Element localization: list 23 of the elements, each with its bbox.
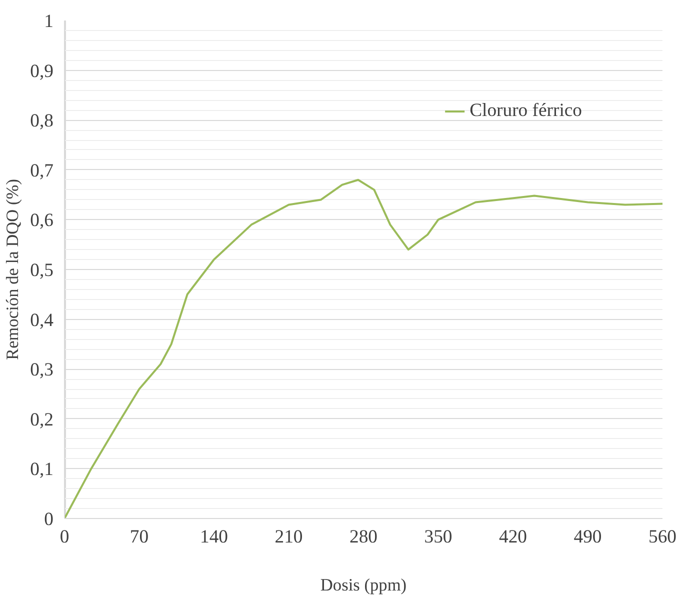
y-tick-label: 0,6 (30, 210, 54, 232)
x-tick-label: 70 (130, 526, 149, 548)
x-tick-label: 280 (350, 526, 378, 548)
y-tick-label: 0,9 (30, 60, 54, 82)
x-tick-label: 140 (200, 526, 228, 548)
y-tick-label: 0,3 (30, 360, 54, 381)
legend-label: Cloruro férrico (470, 100, 582, 122)
y-tick-label: 0,5 (30, 260, 54, 281)
x-axis-title: Dosis (ppm) (320, 576, 407, 594)
y-tick-label: 0,8 (30, 110, 54, 132)
y-axis-title: Remoción de la DQO (%) (3, 178, 22, 360)
y-tick-label: 0,4 (30, 310, 54, 331)
x-tick-label: 210 (274, 526, 303, 548)
y-tick-label: 0,2 (30, 409, 54, 430)
x-tick-label: 420 (499, 526, 527, 548)
x-tick-label: 560 (648, 526, 676, 548)
x-tick-label: 350 (424, 526, 452, 548)
x-tick-label: 0 (60, 526, 70, 548)
y-tick-label: 1 (44, 11, 54, 32)
x-tick-label: 490 (574, 526, 602, 548)
y-tick-label: 0 (44, 509, 54, 530)
y-tick-label: 0,1 (30, 459, 54, 480)
y-tick-label: 0,7 (30, 160, 54, 182)
